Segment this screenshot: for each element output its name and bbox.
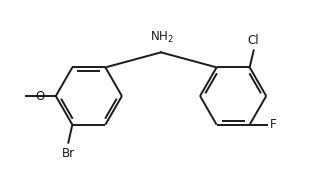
Text: Cl: Cl: [248, 34, 260, 47]
Text: Br: Br: [62, 147, 75, 160]
Text: O: O: [35, 90, 44, 102]
Text: F: F: [270, 118, 276, 131]
Text: NH$_2$: NH$_2$: [150, 30, 174, 45]
